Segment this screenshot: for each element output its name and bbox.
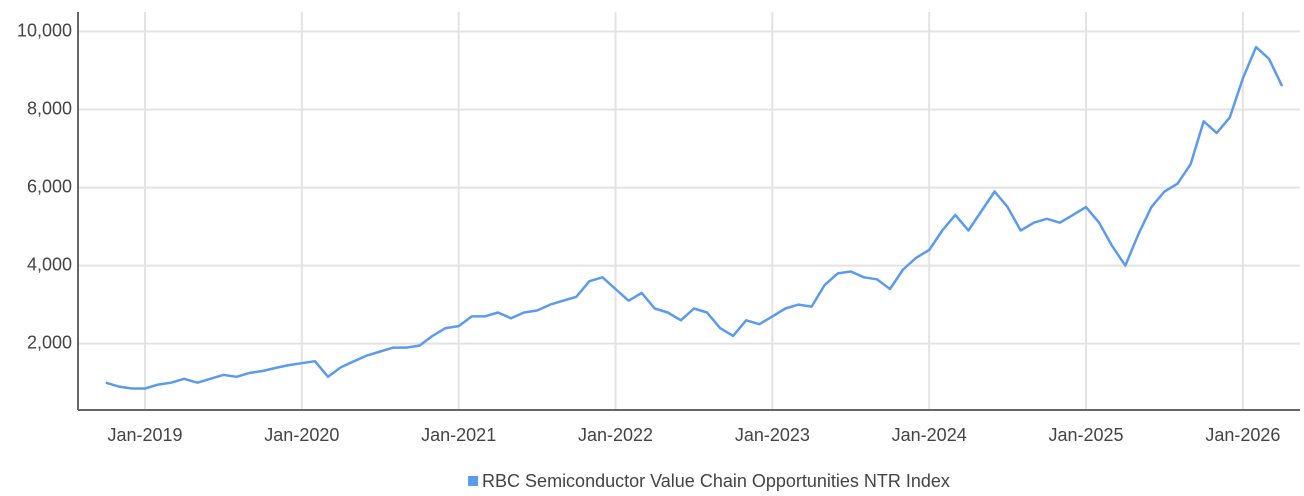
y-tick-label: 6,000 xyxy=(27,176,72,196)
x-tick-label: Jan-2020 xyxy=(264,425,339,445)
x-tick-label: Jan-2025 xyxy=(1049,425,1124,445)
y-tick-label: 8,000 xyxy=(27,98,72,118)
x-tick-label: Jan-2019 xyxy=(107,425,182,445)
x-tick-label: Jan-2024 xyxy=(892,425,967,445)
x-tick-label: Jan-2026 xyxy=(1205,425,1280,445)
y-tick-label: 4,000 xyxy=(27,254,72,274)
x-tick-label: Jan-2022 xyxy=(578,425,653,445)
x-tick-label: Jan-2021 xyxy=(421,425,496,445)
x-tick-label: Jan-2023 xyxy=(735,425,810,445)
y-tick-label: 10,000 xyxy=(17,20,72,40)
legend-label: RBC Semiconductor Value Chain Opportunit… xyxy=(482,471,950,491)
y-tick-label: 2,000 xyxy=(27,332,72,352)
legend-swatch xyxy=(468,476,479,486)
line-series xyxy=(105,45,1284,390)
